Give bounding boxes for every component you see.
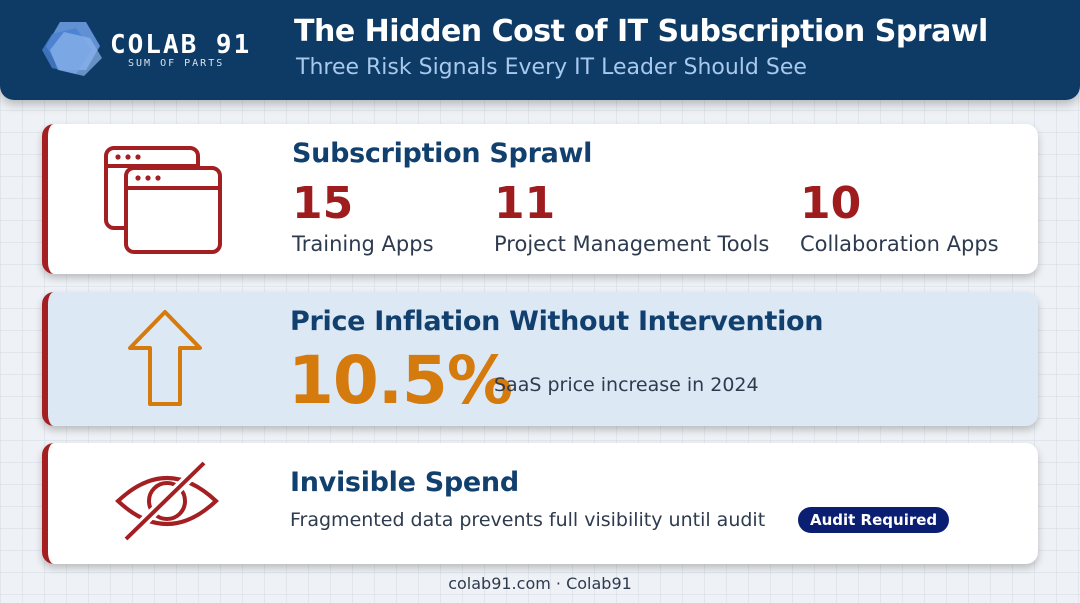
browser-windows-icon — [104, 146, 222, 254]
card-title: Price Inflation Without Intervention — [290, 306, 824, 337]
page-subtitle: Three Risk Signals Every IT Leader Shoul… — [296, 55, 807, 80]
stat-label: Collaboration Apps — [800, 232, 999, 256]
card-title: Subscription Sprawl — [292, 138, 593, 169]
stat-value: 10 — [800, 178, 862, 229]
brand-tagline: SUM OF PARTS — [128, 58, 225, 69]
card-subscription-sprawl: Subscription Sprawl 15 Training Apps 11 … — [42, 124, 1038, 274]
stat-value: 11 — [494, 178, 556, 229]
audit-required-badge: Audit Required — [798, 507, 950, 533]
percentage-label: SaaS price increase in 2024 — [494, 374, 759, 396]
percentage-value: 10.5% — [288, 342, 513, 419]
card-price-inflation: Price Inflation Without Intervention 10.… — [42, 292, 1038, 426]
footer-credit: colab91.com · Colab91 — [448, 574, 632, 593]
brand-name: COLAB 91 — [110, 30, 252, 60]
arrow-up-icon — [128, 310, 202, 406]
header-banner: COLAB 91 SUM OF PARTS The Hidden Cost of… — [0, 0, 1080, 100]
eye-slash-icon — [115, 459, 219, 543]
card-title: Invisible Spend — [290, 467, 519, 498]
card-description: Fragmented data prevents full visibility… — [290, 509, 766, 531]
stat-label: Project Management Tools — [494, 232, 770, 256]
card-invisible-spend: Invisible Spend Fragmented data prevents… — [42, 443, 1038, 564]
stat-label: Training Apps — [292, 232, 434, 256]
page-title: The Hidden Cost of IT Subscription Spraw… — [294, 14, 988, 49]
stat-value: 15 — [292, 178, 354, 229]
colab91-logo-icon — [42, 22, 102, 76]
